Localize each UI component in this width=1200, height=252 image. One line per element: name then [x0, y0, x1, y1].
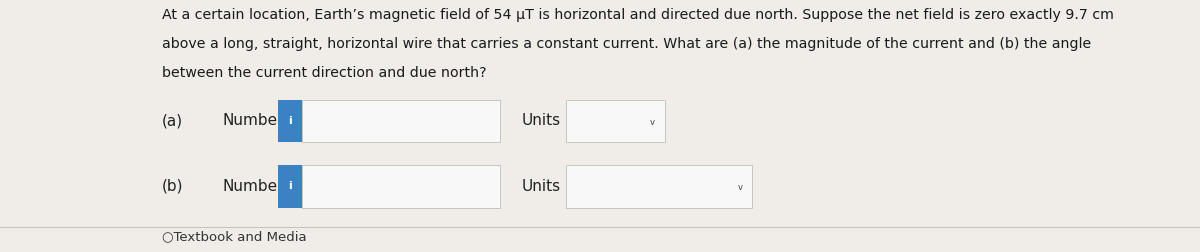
FancyBboxPatch shape — [278, 100, 302, 142]
FancyBboxPatch shape — [566, 165, 752, 208]
Text: Number: Number — [222, 113, 283, 129]
FancyBboxPatch shape — [302, 165, 500, 208]
Text: between the current direction and due north?: between the current direction and due no… — [162, 66, 487, 80]
Text: v: v — [738, 183, 743, 192]
Text: At a certain location, Earth’s magnetic field of 54 μT is horizontal and directe: At a certain location, Earth’s magnetic … — [162, 8, 1114, 22]
Text: i: i — [288, 181, 293, 192]
FancyBboxPatch shape — [566, 100, 665, 142]
Text: (a): (a) — [162, 113, 184, 129]
Text: Number: Number — [222, 179, 283, 194]
Text: i: i — [288, 116, 293, 126]
Text: Units: Units — [522, 113, 562, 129]
Text: Units: Units — [522, 179, 562, 194]
FancyBboxPatch shape — [278, 165, 302, 208]
FancyBboxPatch shape — [302, 100, 500, 142]
Text: above a long, straight, horizontal wire that carries a constant current. What ar: above a long, straight, horizontal wire … — [162, 37, 1091, 51]
Text: ○Textbook and Media: ○Textbook and Media — [162, 230, 307, 243]
Text: v: v — [650, 118, 655, 127]
Text: (b): (b) — [162, 179, 184, 194]
